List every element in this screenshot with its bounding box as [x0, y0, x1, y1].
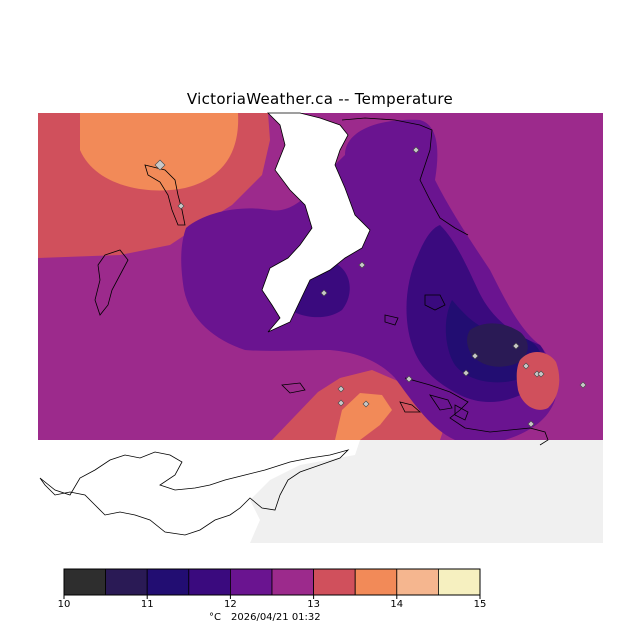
station-marker: [320, 289, 328, 297]
station-marker: [471, 352, 479, 360]
station-marker: [412, 146, 420, 154]
island-chain-south: [399, 394, 469, 421]
temp-zone-13-5-south: [335, 393, 392, 440]
land-inlet-north: [261, 112, 371, 333]
station-marker: [358, 261, 366, 269]
station-marker: [462, 369, 470, 377]
station-marker: [337, 399, 345, 407]
station-marker: [337, 385, 345, 393]
legend-bin: [105, 568, 148, 596]
station-marker: [537, 370, 545, 378]
map-title: VictoriaWeather.ca -- Temperature: [186, 90, 454, 108]
station-marker: [362, 400, 370, 408]
station-marker: [522, 362, 530, 370]
land-southwest-outline: [39, 449, 350, 536]
island-small-3: [384, 314, 399, 326]
legend-tick-label: 15: [474, 599, 487, 610]
island-northwest: [144, 164, 186, 226]
island-small-2: [424, 294, 446, 311]
legend-tick-label: 13: [307, 599, 320, 610]
legend-ticks: 10 11 12 13 14 15: [58, 595, 487, 610]
temp-zone-10-5: [467, 323, 528, 367]
legend-bins: [63, 568, 481, 596]
legend-bin: [396, 568, 439, 596]
station-marker: [579, 381, 587, 389]
land-eastern-shore: [341, 117, 469, 236]
legend-bin: [229, 568, 273, 596]
legend-bin: [313, 568, 356, 596]
land-coast-south-east: [404, 377, 549, 446]
station-marker: [512, 342, 520, 350]
legend-bin: [63, 568, 106, 596]
legend-tick-label: 12: [224, 599, 237, 610]
legend-bin: [271, 568, 314, 596]
legend-tick-label: 14: [390, 599, 403, 610]
legend-frame: [63, 568, 481, 596]
station-marker: [527, 420, 535, 428]
legend-timestamp: 2026/04/21 01:32: [231, 612, 321, 623]
legend-tick-label: 11: [141, 599, 154, 610]
legend-bin: [146, 568, 190, 596]
temp-zone-13-5-nw: [80, 113, 239, 191]
station-marker: [154, 159, 166, 171]
station-markers: [154, 146, 587, 428]
legend-unit: °C: [209, 612, 221, 623]
station-marker: [177, 202, 185, 210]
legend-bin: [188, 568, 231, 596]
legend-bin: [354, 568, 398, 596]
legend-tick-label: 10: [58, 599, 71, 610]
station-marker: [405, 375, 413, 383]
legend-bin: [437, 568, 481, 596]
island-small-1: [281, 382, 306, 394]
island-west: [94, 249, 129, 316]
